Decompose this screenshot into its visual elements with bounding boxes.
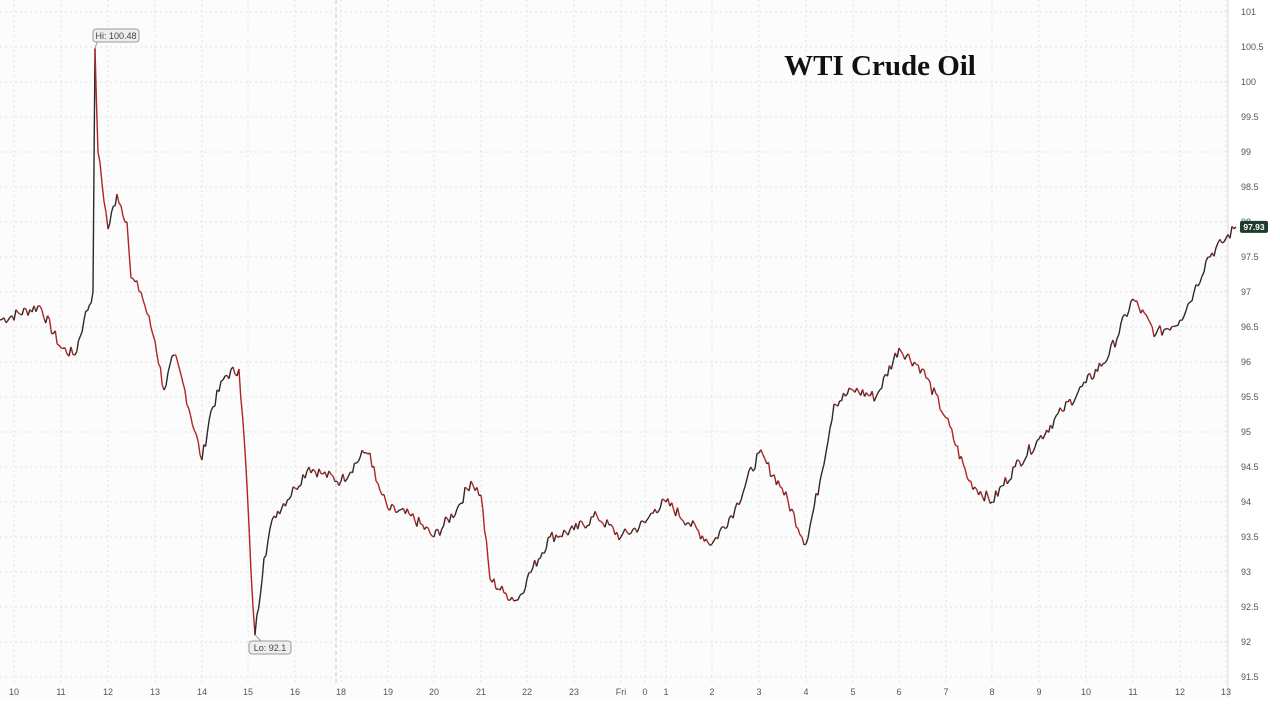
y-tick-label: 98.5: [1241, 182, 1259, 192]
x-tick-label: 9: [1036, 687, 1041, 697]
y-tick-label: 95.5: [1241, 392, 1259, 402]
x-tick-label: 8: [989, 687, 994, 697]
y-tick-label: 92: [1241, 637, 1251, 647]
series-segment: [139, 291, 141, 292]
series-segment: [131, 278, 133, 279]
x-tick-label: 14: [197, 687, 207, 697]
series-segment: [922, 369, 924, 370]
series-segment: [926, 378, 928, 379]
y-tick-label: 93: [1241, 567, 1251, 577]
x-tick-label: 10: [9, 687, 19, 697]
series-segment: [1222, 242, 1224, 243]
y-tick-label: 94.5: [1241, 462, 1259, 472]
x-tick-label: 2: [709, 687, 714, 697]
y-tick-label: 100.5: [1241, 42, 1264, 52]
x-tick-label: 18: [336, 687, 346, 697]
high-label: Hi: 100.48: [95, 31, 136, 41]
series-segment: [851, 389, 853, 390]
last-price-label: 97.93: [1243, 222, 1265, 232]
low-label: Lo: 92.1: [254, 643, 287, 653]
y-tick-label: 97.5: [1241, 252, 1259, 262]
x-tick-label: 20: [429, 687, 439, 697]
y-tick-label: 92.5: [1241, 602, 1259, 612]
series-segment: [1174, 326, 1176, 327]
x-tick-label: 21: [476, 687, 486, 697]
plot-area: [0, 0, 1228, 698]
y-tick-label: 100: [1241, 77, 1256, 87]
y-tick-label: 96: [1241, 357, 1251, 367]
x-tick-label: 12: [103, 687, 113, 697]
series-segment: [514, 600, 516, 601]
y-tick-label: 91.5: [1241, 672, 1259, 682]
y-tick-label: 93.5: [1241, 532, 1259, 542]
chart-title: WTI Crude Oil: [784, 50, 976, 82]
series-segment: [1164, 329, 1166, 330]
x-tick-label: 6: [896, 687, 901, 697]
x-tick-label: 11: [1128, 687, 1137, 697]
series-segment: [24, 308, 26, 309]
series-segment: [396, 512, 398, 513]
x-tick-label: 15: [243, 687, 253, 697]
series-segment: [1230, 226, 1232, 238]
series-segment: [548, 537, 550, 538]
y-tick-label: 101: [1241, 7, 1256, 17]
y-tick-label: 97: [1241, 287, 1251, 297]
series-segment: [662, 499, 664, 500]
series-segment: [1234, 227, 1236, 229]
x-tick-label: 7: [943, 687, 948, 697]
x-tick-label: 1: [663, 687, 668, 697]
series-segment: [293, 487, 295, 488]
y-tick-label: 99: [1241, 147, 1251, 157]
x-tick-label: 5: [850, 687, 855, 697]
series-segment: [421, 524, 423, 525]
series-segment: [213, 406, 215, 407]
x-tick-label: 0: [642, 687, 647, 697]
y-tick-label: 99.5: [1241, 112, 1259, 122]
x-tick-label: 11: [56, 687, 65, 697]
x-tick-label: 16: [290, 687, 300, 697]
series-segment: [299, 485, 301, 486]
series-segment: [580, 521, 582, 522]
series-segment: [771, 476, 773, 477]
x-tick-label: 13: [1221, 687, 1231, 697]
series-segment: [287, 499, 289, 500]
series-segment: [0, 319, 2, 320]
series-segment: [804, 544, 806, 545]
y-tick-label: 95: [1241, 427, 1251, 437]
series-segment: [172, 355, 174, 356]
x-tick-label: 23: [569, 687, 579, 697]
x-tick-label: Fri: [616, 687, 627, 697]
y-axis: 101100.510099.59998.59897.59796.59695.59…: [1241, 7, 1264, 682]
x-tick-label: 22: [522, 687, 532, 697]
series-segment: [599, 521, 601, 522]
y-tick-label: 94: [1241, 497, 1251, 507]
series-segment: [57, 344, 59, 345]
series-segment: [113, 206, 115, 207]
x-tick-label: 12: [1175, 687, 1185, 697]
x-tick-label: 3: [756, 687, 761, 697]
series-segment: [1190, 301, 1192, 302]
x-tick-label: 4: [803, 687, 808, 697]
series-segment: [1103, 363, 1105, 364]
y-tick-label: 96.5: [1241, 322, 1259, 332]
series-segment: [93, 165, 94, 292]
x-tick-label: 10: [1081, 687, 1091, 697]
x-tick-label: 19: [383, 687, 393, 697]
x-tick-label: 13: [150, 687, 160, 697]
series-segment: [834, 404, 836, 405]
